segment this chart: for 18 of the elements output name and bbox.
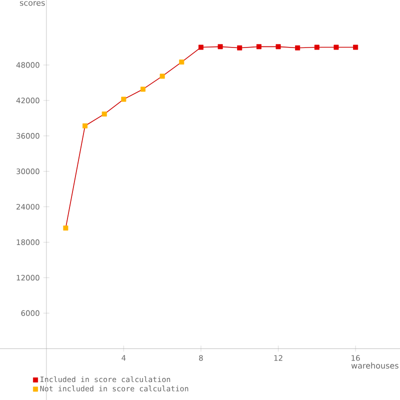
point [82,123,88,128]
point [295,45,300,50]
point [160,74,165,79]
point [179,60,184,65]
point [218,44,223,50]
point [276,44,281,50]
point [256,44,262,50]
point [353,44,358,50]
y-axis-title: scores [20,1,45,6]
point [102,112,107,117]
point [140,86,146,92]
point [121,96,126,102]
point [198,44,204,50]
point [334,44,339,50]
point [237,45,242,50]
point [314,44,320,50]
point [63,226,68,231]
x-axis-title: warehouses [351,362,398,369]
